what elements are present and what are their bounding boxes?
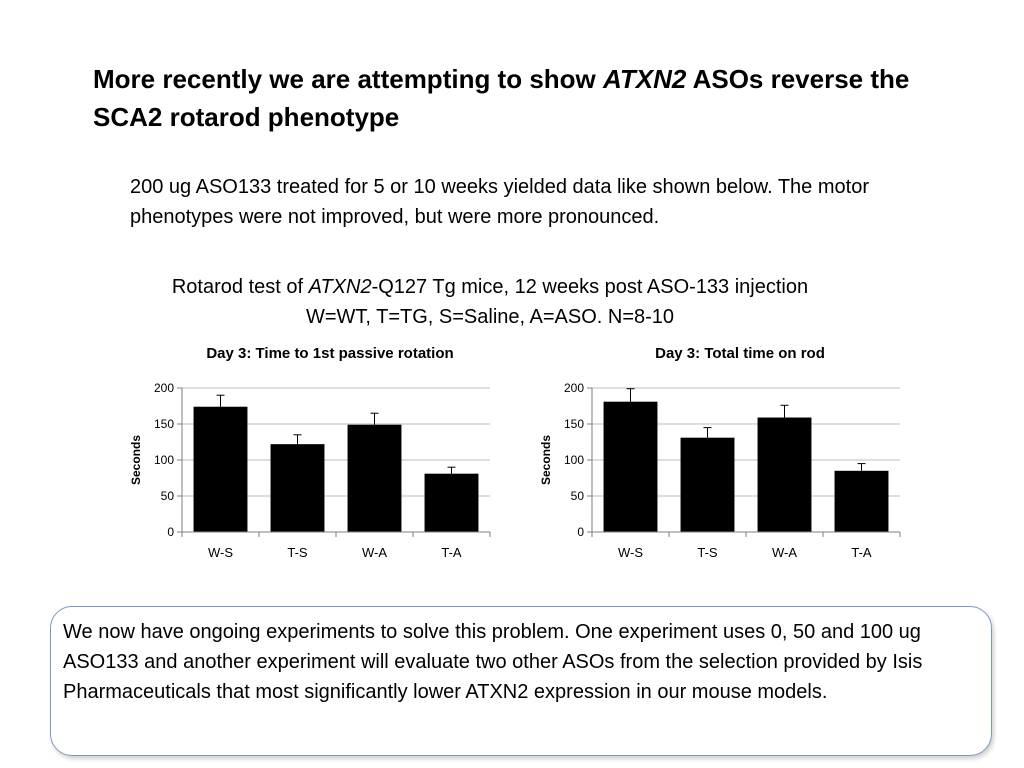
chart-heading-line1: Rotarod test of ATXN2-Q127 Tg mice, 12 w…: [100, 272, 880, 302]
chart-total-time-on-rod: Day 3: Total time on rod 0 50 100 150 200 Sec…: [520, 340, 960, 580]
callout-text: We now have ongoing experiments to solve…: [63, 621, 923, 703]
y-axis-label: Seconds: [539, 435, 553, 485]
y-axis-label: Seconds: [129, 435, 143, 485]
y-tick-label: 200: [154, 381, 174, 395]
x-tick-label: W-A: [362, 545, 387, 560]
bar: [603, 401, 658, 532]
x-tick-label: W-S: [618, 545, 643, 560]
y-tick-label: 150: [564, 417, 584, 431]
title-text-end: ASOs reverse the SCA2 rotarod phenotype: [93, 64, 910, 132]
chart-time-to-first-rotation: Day 3: Time to 1st passive rotation 0 50 1…: [110, 340, 550, 580]
y-tick-label: 50: [571, 489, 585, 503]
y-tick-label: 0: [577, 525, 584, 539]
chart-heading-text-end: -Q127 Tg mice, 12 weeks post ASO-133 inj…: [371, 276, 809, 298]
y-tick-label: 100: [564, 453, 584, 467]
title-text-start: More recently we are attempting to show: [93, 64, 603, 94]
bar-chart-svg: 0 50 100 150 200 Seconds W-S T-S W-A T-A: [539, 381, 901, 560]
bar: [270, 444, 325, 532]
y-tick-label: 50: [161, 489, 175, 503]
x-tick-label: W-A: [772, 545, 797, 560]
bar: [834, 470, 889, 532]
bar: [193, 406, 248, 532]
chart-heading-gene-name: ATXN2: [308, 276, 372, 298]
callout-box: We now have ongoing experiments to solve…: [50, 606, 992, 756]
bar: [424, 473, 479, 532]
bar-chart-svg: 0 50 100 150 200 Seconds W-S T-S W-A T-A: [129, 381, 491, 560]
chart-heading-text-start: Rotarod test of: [171, 276, 309, 298]
x-tick-label: W-S: [208, 545, 233, 560]
y-tick-label: 150: [154, 417, 174, 431]
chart-heading-line2: W=WT, T=TG, S=Saline, A=ASO. N=8-10: [305, 306, 675, 328]
bar: [680, 437, 735, 532]
slide-title: More recently we are attempting to show …: [93, 60, 953, 136]
chart-title: Day 3: Total time on rod: [655, 345, 825, 362]
y-tick-label: 200: [564, 381, 584, 395]
x-tick-label: T-A: [441, 545, 462, 560]
bar: [757, 417, 812, 532]
y-tick-label: 0: [167, 525, 174, 539]
title-gene-name: ATXN2: [603, 64, 687, 94]
chart-heading: Rotarod test of ATXN2-Q127 Tg mice, 12 w…: [100, 272, 880, 332]
bar: [347, 424, 402, 532]
x-tick-label: T-S: [697, 545, 718, 560]
x-tick-label: T-A: [851, 545, 872, 560]
chart-title: Day 3: Time to 1st passive rotation: [206, 345, 454, 362]
slide-description: 200 ug ASO133 treated for 5 or 10 weeks …: [130, 176, 869, 228]
y-tick-label: 100: [154, 453, 174, 467]
x-tick-label: T-S: [287, 545, 308, 560]
